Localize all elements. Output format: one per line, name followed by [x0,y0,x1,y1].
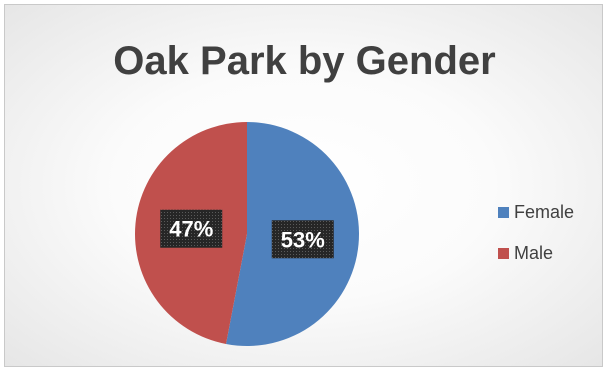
data-label-box [271,220,334,259]
legend-swatch [498,247,509,259]
legend-swatch [498,206,509,218]
data-label-text: 53% [281,227,325,252]
data-label-male: 47% [160,209,223,248]
pie-plot: 53% 47% [134,122,359,346]
legend-item-female: Female [498,201,574,223]
data-label-text: 47% [169,217,213,242]
data-label-female: 53% [271,220,334,259]
legend-item-male: Male [498,242,574,264]
legend: Female Male [498,201,574,283]
chart-title: Oak Park by Gender [113,39,496,83]
legend-label: Female [514,201,575,222]
data-label-box [160,209,223,248]
chart-area: Oak Park by Gender 53% 47% Female Male [4,4,603,367]
legend-label: Male [514,242,554,263]
